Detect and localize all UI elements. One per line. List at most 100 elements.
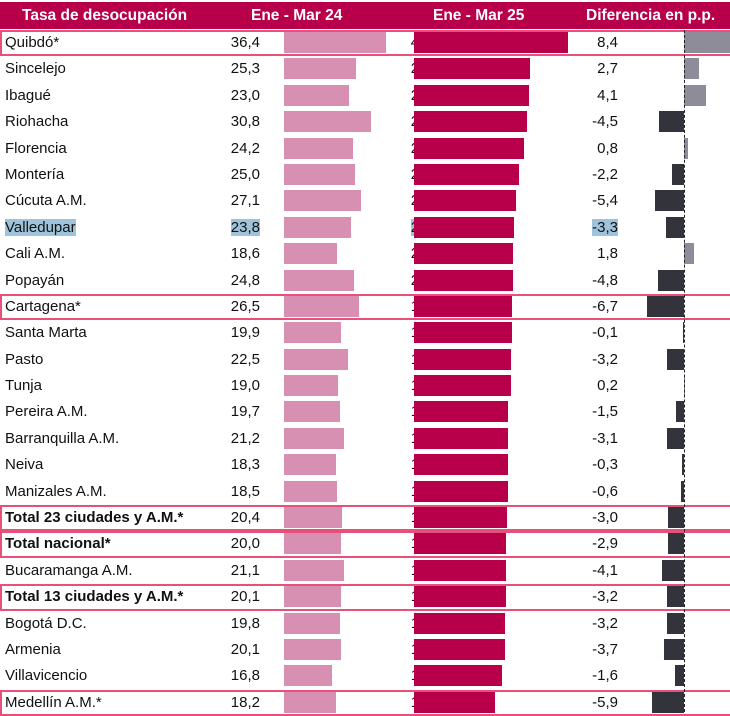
table-row: Barranquilla A.M.21,218,0-3,1	[0, 426, 730, 452]
bar-2024	[284, 507, 343, 529]
bar-2025	[414, 612, 505, 634]
table-body: Quibdó*36,444,88,4Sincelejo25,328,02,7Ib…	[0, 30, 730, 716]
value-2024-label: 21,1	[230, 561, 260, 579]
bar-difference	[666, 348, 684, 370]
bar-2025	[414, 348, 511, 370]
value-2024-label: 36,4	[230, 34, 260, 51]
header-label-2024: Ene - Mar 24	[251, 7, 343, 24]
bar-2024	[284, 454, 337, 476]
table-row: Manizales A.M.18,517,9-0,6	[0, 479, 730, 505]
bar-2025	[414, 190, 517, 212]
bar-2025	[414, 137, 524, 159]
bar-2025	[414, 163, 519, 185]
difference-label: -3,2	[592, 350, 618, 368]
bar-difference	[667, 427, 684, 449]
difference-label: 8,4	[597, 34, 618, 51]
difference-label: -3,1	[592, 429, 618, 447]
difference-label: 4,1	[597, 86, 618, 104]
bar-2024	[284, 375, 339, 397]
value-2024-label: 25,0	[230, 165, 260, 183]
bar-difference	[684, 32, 730, 53]
bar-2024	[284, 295, 359, 317]
value-2024-label: 25,3	[230, 60, 260, 78]
value-2024-label: 19,8	[230, 614, 260, 632]
bar-2025	[414, 533, 506, 555]
bar-difference	[682, 454, 684, 476]
table-row: Cali A.M.18,620,41,8	[0, 241, 730, 267]
table-row: Total 23 ciudades y A.M.*20,417,4-3,0	[0, 505, 730, 532]
row-label: Bucaramanga A.M.	[5, 561, 133, 579]
value-2024-label: 18,2	[230, 693, 260, 711]
difference-label: -1,5	[592, 403, 618, 421]
bar-difference	[647, 295, 684, 317]
header-label-2025: Ene - Mar 25	[433, 7, 525, 24]
row-label: Sincelejo	[5, 60, 66, 78]
header-label-tasa: Tasa de desocupación	[22, 7, 188, 24]
difference-label: -4,8	[592, 271, 618, 289]
row-label: Popayán	[5, 271, 65, 289]
row-label: Total 13 ciudades y A.M.*	[5, 588, 184, 606]
bar-difference	[663, 638, 684, 660]
bar-2024	[284, 111, 371, 133]
difference-label: -3,3	[592, 218, 618, 236]
bar-2025	[414, 559, 506, 581]
bar-2025	[414, 507, 507, 529]
bar-2024	[284, 559, 345, 581]
row-label: Cali A.M.	[5, 245, 66, 263]
bar-2024	[284, 480, 337, 502]
zero-axis-line	[684, 30, 685, 712]
value-2024-label: 24,8	[230, 271, 260, 289]
row-label: Ibagué	[5, 86, 51, 104]
table-row: Cúcuta A.M.27,121,7-5,4	[0, 188, 730, 214]
bar-2024	[284, 84, 350, 106]
row-label: Villavicencio	[5, 667, 88, 685]
bar-2024	[284, 58, 356, 80]
bar-difference	[684, 84, 707, 106]
bar-2024	[284, 269, 355, 291]
bar-2025	[414, 322, 513, 344]
header-label-diferencia: Diferencia en p.p.	[586, 7, 716, 24]
difference-label: -5,9	[592, 693, 618, 711]
difference-label: 0,2	[597, 377, 618, 395]
value-2024-label: 23,8	[230, 218, 260, 236]
row-label: Tunja	[5, 377, 42, 395]
bar-2024	[284, 322, 341, 344]
row-label: Total 23 ciudades y A.M.*	[5, 509, 184, 527]
bar-difference	[667, 507, 684, 529]
row-label: Pereira A.M.	[5, 403, 88, 421]
bar-difference	[683, 322, 684, 344]
value-2024-label: 20,1	[230, 640, 260, 658]
difference-label: 2,7	[597, 60, 618, 78]
value-2024-label: 20,1	[230, 588, 260, 606]
bar-2024	[284, 586, 342, 608]
bar-2025	[414, 586, 506, 608]
value-2024-label: 20,0	[230, 535, 260, 553]
bar-difference	[684, 243, 694, 265]
difference-label: -0,3	[592, 456, 618, 474]
bar-difference	[661, 559, 684, 581]
bar-2025	[414, 111, 527, 133]
bar-difference	[668, 533, 684, 555]
bar-2025	[414, 401, 509, 423]
bar-2025	[414, 295, 513, 317]
row-label: Total nacional*	[5, 535, 111, 553]
bar-2024	[284, 243, 338, 265]
table-row: Pereira A.M.19,718,1-1,5	[0, 399, 730, 425]
bar-2025	[414, 665, 502, 687]
value-2024-label: 18,5	[230, 482, 260, 500]
bar-2025	[414, 84, 529, 106]
bar-2024	[284, 137, 353, 159]
row-label: Manizales A.M.	[5, 482, 107, 500]
table-row: Medellín A.M.*18,212,2-5,9	[0, 689, 730, 716]
bar-2025	[414, 243, 514, 265]
table-row: Quibdó*36,444,88,4	[0, 30, 730, 57]
